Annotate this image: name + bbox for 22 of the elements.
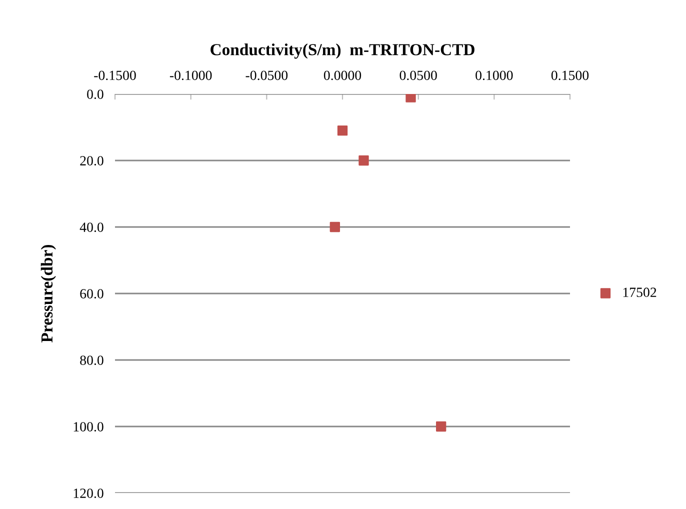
y-tick-label: 100.0 [74, 422, 104, 432]
legend-label: 17502 [623, 288, 656, 298]
point [436, 421, 446, 432]
point [406, 94, 416, 102]
y-tick-label: 120.0 [74, 488, 104, 498]
y-tick-label: 0.0 [87, 90, 104, 100]
point [337, 125, 348, 136]
x-tick-label: 0.1000 [476, 70, 513, 80]
y-tick-label: 60.0 [80, 289, 104, 299]
point [358, 155, 369, 166]
x-tick-label: -0.0500 [246, 70, 288, 80]
x-tick-label: 0.0500 [400, 70, 437, 80]
point [330, 222, 340, 232]
x-tick-label: 0.1500 [551, 70, 589, 80]
y-tick-label: 20.0 [80, 156, 104, 166]
y-tick-label: 40.0 [80, 222, 104, 232]
x-tick-label: -0.1000 [170, 70, 212, 80]
y-tick-label: 80.0 [80, 356, 104, 366]
x-tick-label: 0.0000 [324, 70, 362, 80]
y-axis-title: Pressure(dbr) [40, 245, 56, 342]
x-tick-label: -0.1500 [94, 70, 136, 80]
chart-title: Conductivity(S/m) m-TRITON-CTD [210, 44, 474, 59]
